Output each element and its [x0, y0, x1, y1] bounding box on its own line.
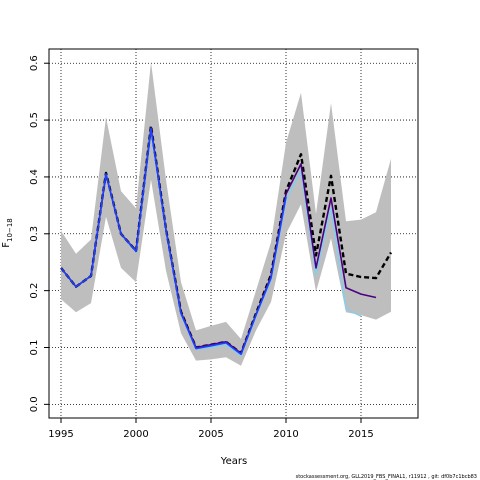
x-tick-label-3: 2010 [273, 429, 298, 440]
y-axis: 0.0 0.1 0.2 0.3 0.4 0.5 0.6 [29, 55, 49, 412]
x-axis-title: Years [220, 456, 247, 467]
y-tick-label-1: 0.1 [29, 340, 40, 356]
series-line-3 [60, 127, 287, 356]
y-tick-label-0: 0.0 [29, 396, 40, 412]
confidence-band-area [61, 62, 391, 366]
y-axis-title-subscript: 10−18 [6, 218, 14, 242]
x-tick-label-1: 2000 [123, 429, 148, 440]
x-axis: 1995 2000 2005 2010 2015 [48, 418, 374, 440]
y-tick-label-5: 0.5 [29, 112, 40, 128]
y-tick-label-2: 0.2 [29, 283, 40, 299]
y-tick-label-4: 0.4 [29, 169, 40, 185]
series-group [60, 124, 393, 357]
caption: stockassessment.org, GLL2019_FBS_FINAL1,… [296, 474, 477, 480]
y-tick-label-6: 0.6 [29, 55, 40, 71]
y-tick-label-3: 0.3 [29, 226, 40, 242]
confidence-band [61, 62, 391, 366]
y-axis-title: F10−18 [1, 218, 14, 247]
y-axis-title-main: F [1, 242, 12, 248]
x-tick-label-2: 2005 [198, 429, 223, 440]
x-tick-label-4: 2015 [348, 429, 373, 440]
x-tick-label-0: 1995 [48, 429, 73, 440]
